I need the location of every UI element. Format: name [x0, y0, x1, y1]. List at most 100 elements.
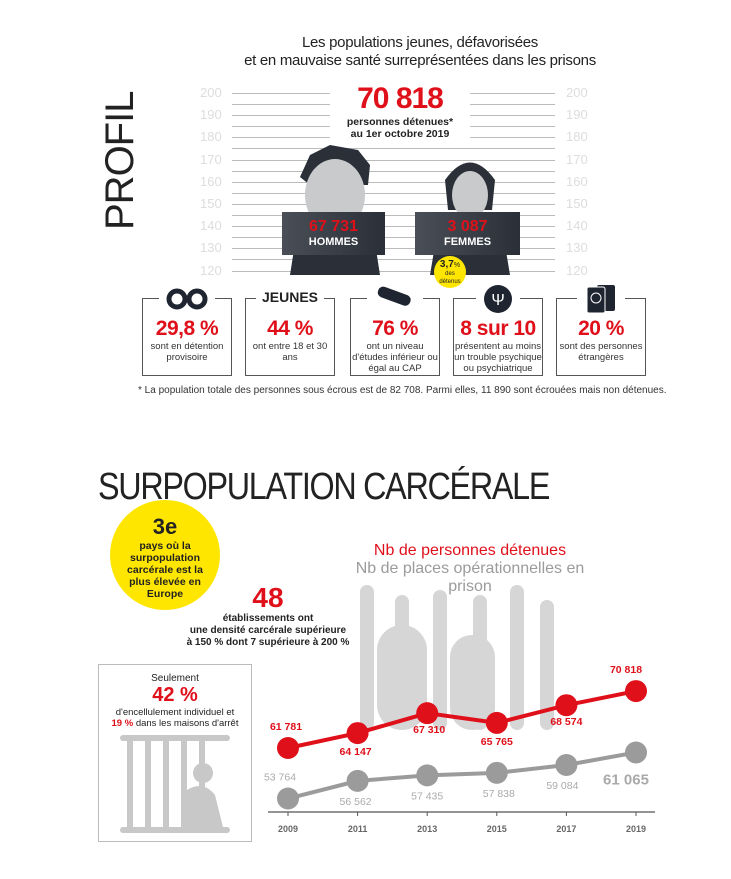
total-caption-2: au 1er octobre 2019 — [330, 128, 470, 140]
cell-text-2: dans les maisons d'arrêt — [135, 718, 239, 729]
psi-icon: Ψ — [476, 283, 520, 320]
data-label: 64 147 — [340, 746, 372, 758]
ruler-line — [232, 159, 555, 161]
data-point — [555, 694, 578, 717]
stat-value: 76 % — [372, 317, 418, 340]
ruler-label-right: 200 — [566, 85, 588, 100]
cell-occupancy-box: Seulement 42 % d'encellulement individue… — [98, 664, 252, 842]
x-tick-label: 2019 — [626, 824, 646, 834]
ruler-line — [232, 204, 555, 205]
x-tick-label: 2011 — [348, 824, 368, 834]
data-label: 57 838 — [483, 788, 515, 800]
data-point — [555, 753, 578, 776]
stat-text: sont des personnes étrangères — [559, 341, 643, 363]
prison-bars-illustration — [360, 585, 554, 730]
stat-box: JEUNES 44 % ont entre 18 et 30 ans — [245, 289, 335, 376]
stat-text: ont entre 18 et 30 ans — [252, 341, 328, 363]
ruler-label-left: 170 — [200, 151, 222, 167]
footnote: * La population totale des personnes sou… — [138, 385, 667, 396]
ruler-line — [232, 237, 555, 239]
badge-text: des détenus — [439, 271, 461, 285]
ruler-label-right: 160 — [566, 173, 588, 189]
series-line-0 — [287, 689, 637, 750]
ruler-line — [232, 270, 555, 272]
establishments-line-2: une densité carcérale supérieure — [189, 625, 347, 636]
stat-value: 29,8 % — [155, 317, 219, 340]
men-sign: 67 731 HOMMES — [282, 212, 385, 255]
ruler-label-right: 130 — [566, 240, 588, 256]
data-label: 61 065 — [603, 772, 649, 789]
badge-unit: % — [453, 262, 461, 269]
ruler-label-left: 130 — [200, 240, 222, 256]
prisoner-in-cell-icon — [120, 735, 230, 833]
data-point — [346, 769, 369, 792]
x-tick-label: 2017 — [556, 824, 576, 834]
establishments-value: 48 — [252, 582, 284, 613]
women-value: 3 087 — [447, 218, 488, 235]
ruler-line — [232, 181, 555, 183]
rank-text: pays où la surpopulation carcérale est l… — [127, 540, 203, 600]
establishments-block: 48 établissements ont une densité carcér… — [178, 583, 358, 649]
ruler-label-left: 190 — [200, 107, 222, 123]
ruler-line — [232, 215, 555, 216]
data-point — [625, 741, 647, 764]
data-point — [416, 702, 439, 725]
women-sign: 3 087 FEMMES — [415, 212, 520, 255]
data-label: 59 084 — [546, 780, 578, 792]
data-point — [485, 761, 508, 784]
chart-legend: Nb de personnes détenues Nb de places op… — [345, 542, 595, 596]
establishments-line-1: établissements ont — [222, 613, 314, 624]
ruler-label-left: 200 — [200, 85, 222, 100]
ruler-label-left: 140 — [200, 218, 222, 234]
men-value: 67 731 — [309, 218, 358, 235]
headline-line-2: et en mauvaise santé surreprésentées dan… — [244, 52, 596, 69]
stat-text: sont en détention provisoire — [150, 341, 224, 363]
ruler-line — [232, 192, 555, 194]
ruler-line — [232, 248, 555, 250]
data-label: 61 781 — [270, 721, 302, 733]
x-tick-label: 2015 — [487, 824, 507, 834]
diploma-icon — [367, 283, 423, 316]
data-label: 67 310 — [413, 724, 445, 736]
ruler-label-left: 150 — [200, 196, 222, 211]
total-value: 70 818 — [330, 82, 470, 116]
data-label: 68 574 — [550, 716, 582, 728]
legend-detenus: Nb de personnes détenues — [373, 542, 567, 559]
stat-box: 20 % sont des personnes étrangères — [556, 283, 646, 376]
total-caption-1: personnes détenues* — [330, 116, 470, 128]
stat-value: 8 sur 10 — [460, 317, 536, 340]
establishments-line-3: à 150 % dont 7 supérieure à 200 % — [186, 637, 350, 648]
stat-text: présentent au moins un trouble psychique… — [454, 341, 542, 374]
data-label: 56 562 — [340, 796, 372, 808]
rank-badge: 3e pays où la surpopulation carcérale es… — [110, 500, 220, 610]
data-label: 65 765 — [481, 736, 513, 748]
cell-intro: Seulement — [151, 673, 199, 684]
ruler-label-right: 120 — [566, 262, 588, 278]
data-point — [346, 722, 369, 745]
ruler-label-left: 180 — [200, 129, 222, 145]
badge-pct: 3,7 — [439, 259, 454, 270]
stat-box: 76 % ont un niveau d'études inférieur ou … — [350, 283, 440, 376]
ruler-label-right: 150 — [566, 196, 588, 211]
data-point — [277, 737, 299, 759]
cell-text-1: d'encellulement individuel et — [115, 707, 235, 718]
data-label: 57 435 — [411, 790, 443, 802]
ruler-label-left: 160 — [200, 173, 222, 189]
ruler-line — [232, 148, 555, 150]
ruler-label-left: 120 — [200, 262, 222, 278]
data-point — [277, 787, 299, 810]
stat-box: Ψ 8 sur 10 présentent au moins un trouble … — [453, 283, 543, 376]
svg-text:Ψ: Ψ — [491, 292, 504, 309]
passport-icon — [577, 283, 625, 320]
data-point — [416, 764, 439, 787]
ruler-line — [232, 170, 555, 172]
data-point — [485, 711, 508, 734]
x-tick-label: 2013 — [417, 824, 437, 834]
rank-value: 3e — [152, 514, 178, 539]
data-label: 53 764 — [264, 772, 296, 784]
series-line-1 — [287, 750, 637, 801]
stat-box: 29,8 % sont en détention provisoire — [142, 283, 232, 376]
ruler-label-right: 170 — [566, 151, 588, 167]
